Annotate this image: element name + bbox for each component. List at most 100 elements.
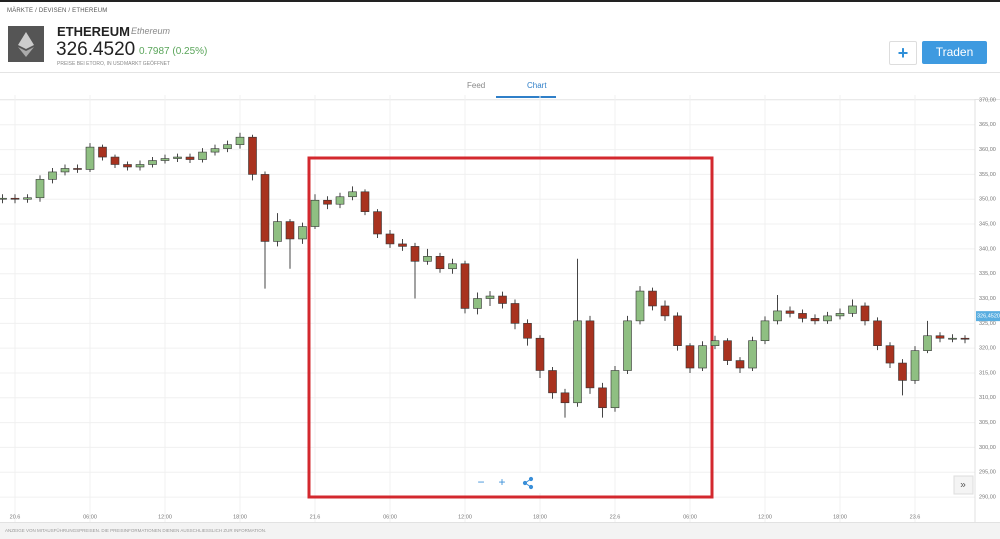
candle-body (148, 160, 157, 165)
candle-body (585, 320, 595, 389)
candle-body (298, 226, 307, 240)
candle-body (648, 290, 657, 307)
candle-body (760, 320, 770, 342)
candle-body (185, 156, 195, 160)
candle-body (923, 335, 932, 351)
candle-body (623, 320, 632, 371)
x-tick-label: 12:00 (758, 514, 772, 520)
candle-body (248, 136, 257, 175)
y-tick-label: 350,00 (979, 197, 996, 203)
y-tick-label: 360,00 (979, 147, 996, 153)
candle-body (48, 171, 57, 180)
candle-body (60, 168, 70, 173)
candle-body (910, 350, 920, 381)
y-tick-label: 325,00 (979, 321, 996, 327)
scroll-button[interactable] (953, 475, 974, 495)
x-tick-label: 18:00 (233, 514, 247, 520)
top-border (0, 0, 1000, 2)
candle-body (898, 362, 907, 381)
candle-body (598, 387, 607, 409)
candle-body (748, 340, 757, 369)
x-tick-label: 06:00 (683, 514, 697, 520)
candle-body (548, 370, 557, 394)
tab[interactable]: Feed (467, 81, 486, 90)
candle-body (685, 345, 695, 369)
y-tick-label: 330,00 (979, 296, 996, 302)
candle-body (823, 315, 832, 322)
highlight-box (307, 156, 714, 499)
y-tick-label: 315,00 (979, 370, 996, 376)
y-tick-label: 320,00 (979, 346, 996, 352)
candle-body (798, 313, 807, 319)
crumb[interactable]: DEVISEN (38, 8, 67, 14)
crumb: ETHEREUM (72, 8, 108, 14)
zoom-controls (471, 473, 541, 493)
candle-body (610, 370, 620, 409)
candle-body (285, 221, 295, 240)
candle-body (560, 392, 570, 404)
y-tick-label: 300,00 (979, 445, 996, 451)
candle-body (110, 156, 120, 165)
x-tick-label: 06:00 (383, 514, 397, 520)
y-tick-label: 310,00 (979, 395, 996, 401)
x-tick-label: 23.6 (910, 514, 921, 520)
price-change: 0.7987 (0.25%) (139, 46, 208, 57)
candle-body (510, 303, 520, 324)
candle-body (635, 290, 645, 322)
candle-body (873, 320, 882, 346)
candle-body (273, 221, 282, 242)
y-tick-label: 340,00 (979, 246, 996, 252)
candle-body (398, 243, 407, 247)
x-tick-label: 12:00 (158, 514, 172, 520)
trade-button[interactable]: Traden (922, 41, 987, 64)
candle-body (935, 335, 945, 339)
candle-body (710, 340, 720, 346)
candle-body (423, 256, 432, 262)
candle-body (235, 136, 245, 145)
y-tick-label: 355,00 (979, 172, 996, 178)
candle-body (473, 298, 482, 309)
price-tag (976, 311, 1000, 322)
candle-body (260, 174, 270, 242)
x-tick-label: 21.6 (310, 514, 321, 520)
candle-body (23, 197, 32, 200)
zoom-out[interactable]: − (477, 475, 484, 489)
candle-body (698, 345, 707, 369)
candle-body (35, 179, 45, 199)
y-tick-label: 305,00 (979, 420, 996, 426)
candle-body (360, 191, 370, 212)
tab[interactable]: Chart (527, 81, 547, 90)
candle-body (10, 197, 20, 200)
candle-body (73, 168, 82, 170)
candle-body (535, 337, 545, 371)
x-tick-label: 18:00 (833, 514, 847, 520)
candle-body (373, 211, 382, 235)
zoom-in[interactable]: + (498, 475, 505, 489)
candle-body (773, 310, 782, 322)
price-note: PREISE BEI ETORO, IN USD (57, 61, 124, 67)
candle-body (673, 315, 682, 346)
candle-body (810, 318, 820, 322)
scroll-icon[interactable]: » (960, 480, 966, 491)
price: 326.4520 (56, 39, 136, 60)
x-tick-label: 06:00 (83, 514, 97, 520)
x-tick-label: 12:00 (458, 514, 472, 520)
candle-body (410, 246, 420, 262)
candle-body (485, 295, 495, 299)
candle-body (160, 158, 170, 161)
candle-body (0, 197, 7, 200)
candle-body (323, 199, 332, 205)
candle-body (848, 305, 857, 314)
eth-logo (18, 32, 34, 57)
candle-body (885, 345, 895, 364)
y-tick-label: 335,00 (979, 271, 996, 277)
share[interactable] (522, 476, 534, 490)
add-button[interactable]: + (889, 41, 917, 65)
candle-body (448, 263, 457, 270)
candle-body (835, 313, 845, 317)
chart: − + » 290,00 295,00 300,00 305,00 310,00 315,… (0, 95, 1000, 522)
candle-body (860, 305, 870, 322)
candle-body (723, 340, 732, 361)
crumb[interactable]: MÄRKTE (7, 8, 34, 14)
